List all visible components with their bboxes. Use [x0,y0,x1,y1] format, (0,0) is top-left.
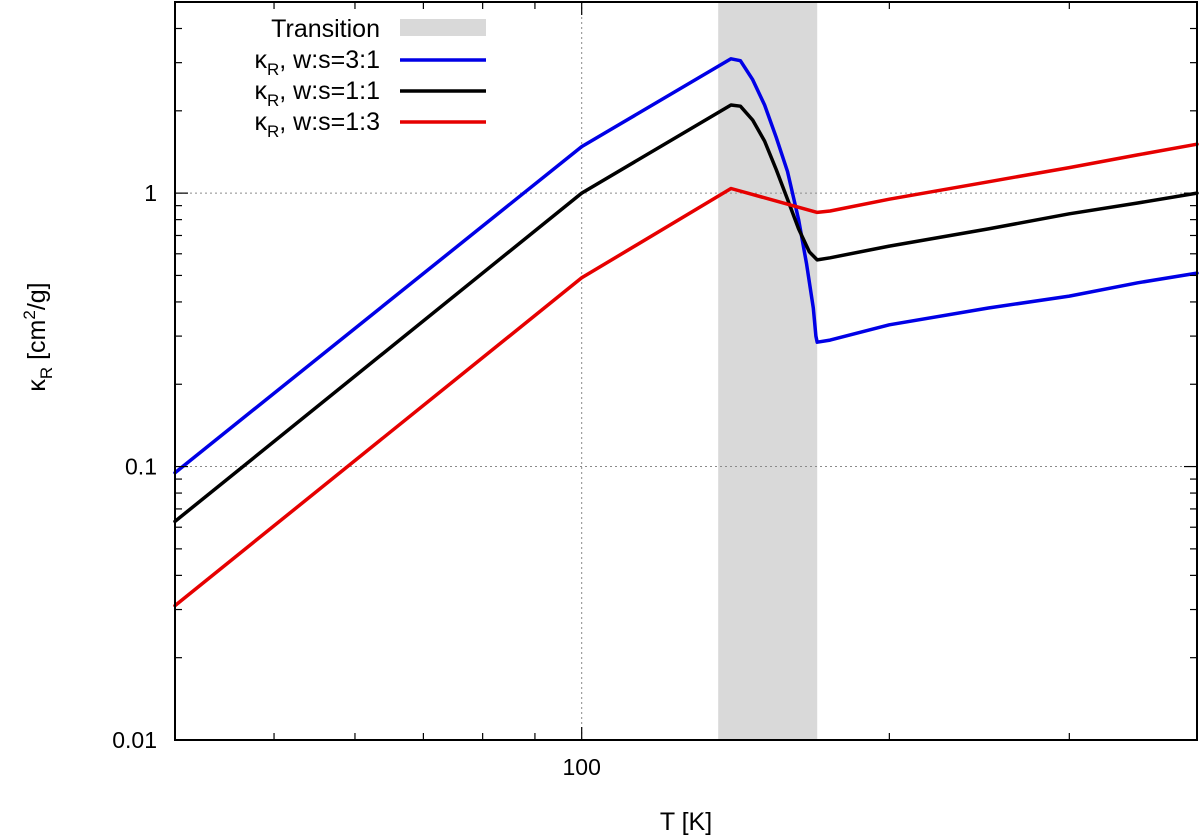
legend-symbol-series-1: κ [254,46,267,74]
y-axis-title: κR [cm2/g] [20,282,56,391]
y-tick-label-1: 0.01 [112,727,157,753]
legend-text-series-3: , w:s=1:3 [279,108,380,136]
frame-layer [174,1,1198,741]
y-axis-title-superscript: 2 [20,310,39,319]
legend-symbol-series-2: κ [254,77,267,105]
y-axis-title-unit-end: /g] [23,282,51,310]
legend-subscript-series-3: R [267,122,279,141]
tick-layer [174,1,1198,741]
y-tick-label-2: 0.1 [125,454,157,480]
legend-label-transition: Transition [271,15,380,43]
y-axis-title-unit: [cm [23,320,51,367]
legend-symbol-series-3: κ [254,108,267,136]
legend-text-series-1: , w:s=3:1 [279,46,380,74]
legend: Transition κR, w:s=3:1 κR, w:s=1:1 κR, w… [254,15,486,141]
x-tick-label-1: 100 [563,754,601,780]
y-axis-title-subscript: R [37,367,56,379]
series-layer [173,57,1199,608]
series-line-2 [173,103,1199,524]
legend-label-series-3: κR, w:s=1:3 [254,108,380,141]
legend-label-series-2: κR, w:s=1:1 [254,77,380,110]
transition-band [718,2,818,740]
x-axis-title: T [K] [660,808,712,836]
svg-text:κR [cm2/g]: κR [cm2/g] [20,282,56,391]
legend-label-series-1: κR, w:s=3:1 [254,46,380,79]
transition-band-layer [718,2,818,740]
legend-swatch-transition [400,19,486,36]
plot-frame [174,1,1198,741]
y-tick-label-3: 1 [144,180,157,206]
series-line-1 [173,57,1199,475]
y-axis-title-symbol: κ [23,379,51,392]
legend-subscript-series-1: R [267,60,279,79]
label-layer: 100 0.01 0.1 1 [112,180,601,780]
legend-text-series-2: , w:s=1:1 [279,77,380,105]
series-line-3 [173,142,1199,608]
legend-subscript-series-2: R [267,91,279,110]
